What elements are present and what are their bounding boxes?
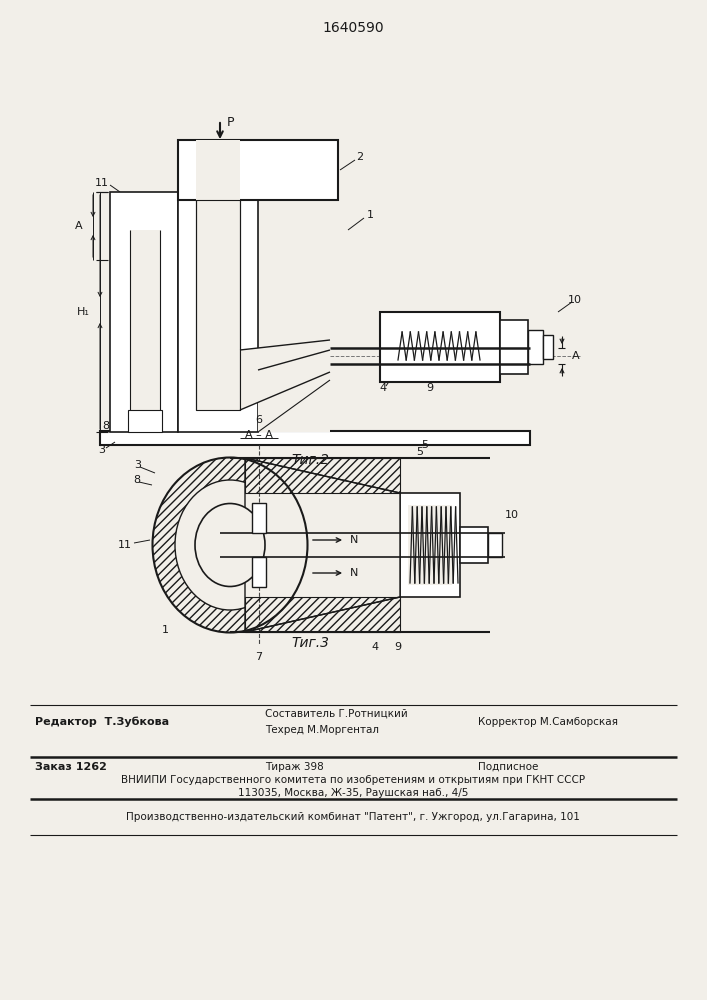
Ellipse shape [195, 504, 265, 586]
Bar [100, 431, 530, 445]
Bar [488, 533, 502, 557]
Text: 113035, Москва, Ж-35, Раушская наб., 4/5: 113035, Москва, Ж-35, Раушская наб., 4/5 [238, 788, 468, 798]
Bar [178, 192, 258, 432]
Bar [380, 362, 500, 382]
Bar [500, 320, 528, 374]
Bar [380, 312, 500, 332]
Polygon shape [245, 458, 400, 632]
Text: 10: 10 [505, 510, 519, 520]
Bar [245, 597, 400, 632]
Ellipse shape [175, 480, 285, 610]
Bar [400, 493, 460, 597]
Text: Редактор  Т.Зубкова: Редактор Т.Зубкова [35, 717, 169, 727]
Bar [460, 527, 488, 563]
Text: Подписное: Подписное [478, 762, 538, 772]
Bar [543, 335, 553, 359]
Bar [252, 557, 266, 587]
Text: Заказ 1262: Заказ 1262 [35, 762, 107, 772]
Text: P: P [227, 115, 235, 128]
Text: H₁: H₁ [77, 307, 90, 317]
Text: 5: 5 [416, 447, 423, 457]
Text: Техред М.Моргентал: Техред М.Моргентал [265, 725, 379, 735]
Text: Корректор М.Самборская: Корректор М.Самборская [478, 717, 618, 727]
Bar [400, 493, 460, 597]
Text: 11: 11 [95, 178, 109, 188]
Bar [528, 330, 543, 364]
Text: 3: 3 [134, 460, 141, 470]
Bar [196, 140, 240, 200]
Text: N: N [350, 535, 358, 545]
Text: 8: 8 [134, 475, 141, 485]
Bar [500, 320, 528, 374]
Text: 3: 3 [98, 445, 105, 455]
Bar [178, 192, 258, 432]
Text: 6: 6 [255, 415, 262, 425]
Text: Τиг.3: Τиг.3 [291, 636, 329, 650]
Text: 5: 5 [421, 440, 428, 450]
Bar [196, 200, 240, 410]
Text: 1640590: 1640590 [322, 21, 384, 35]
Text: 9: 9 [395, 642, 402, 652]
Polygon shape [258, 360, 330, 432]
Text: 4: 4 [380, 383, 387, 393]
Text: A: A [76, 221, 83, 231]
Text: ВНИИПИ Государственного комитета по изобретениям и открытиям при ГКНТ СССР: ВНИИПИ Государственного комитета по изоб… [121, 775, 585, 785]
Bar [252, 503, 266, 533]
Bar [130, 230, 160, 410]
Text: Τиг.2: Τиг.2 [291, 453, 329, 467]
Text: N: N [350, 568, 358, 578]
Text: Тираж 398: Тираж 398 [265, 762, 324, 772]
Bar [380, 312, 398, 382]
Bar [196, 200, 240, 410]
Text: 4: 4 [371, 642, 378, 652]
Text: 10: 10 [568, 295, 582, 305]
Text: 11: 11 [118, 540, 132, 550]
Bar [408, 505, 452, 585]
Bar [100, 431, 530, 445]
Text: 2: 2 [356, 152, 363, 162]
Bar [245, 458, 400, 493]
Text: Производственно-издательский комбинат "Патент", г. Ужгород, ул.Гагарина, 101: Производственно-издательский комбинат "П… [126, 812, 580, 822]
Bar [128, 410, 162, 432]
Bar [110, 192, 178, 432]
Text: Составитель Г.Ротницкий: Составитель Г.Ротницкий [265, 709, 408, 719]
Bar [178, 140, 338, 200]
Bar [482, 312, 500, 382]
Text: A – A: A – A [245, 430, 273, 440]
Polygon shape [240, 340, 330, 410]
Bar [245, 597, 400, 632]
Text: 9: 9 [426, 383, 433, 393]
Bar [380, 312, 500, 382]
Bar [178, 140, 338, 200]
Text: 1: 1 [366, 210, 373, 220]
Text: 1: 1 [161, 625, 168, 635]
Text: A: A [572, 351, 580, 361]
Text: 7: 7 [255, 652, 262, 662]
Bar [110, 192, 178, 432]
Text: 8: 8 [102, 421, 109, 431]
Bar [245, 458, 400, 493]
